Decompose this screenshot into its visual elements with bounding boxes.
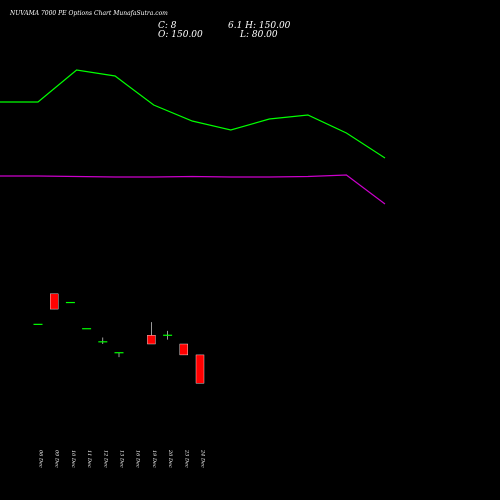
- x-tick-label: 12 Dec: [102, 450, 108, 468]
- candle-body: [195, 354, 205, 384]
- x-tick-label: 06 Dec: [38, 450, 44, 468]
- x-tick-label: 20 Dec: [167, 449, 173, 468]
- candle-5: [114, 352, 124, 358]
- purple-indicator-line: [0, 174, 386, 205]
- close-readout: C: 8: [158, 21, 177, 31]
- x-tick-label: 24 Dec: [200, 449, 206, 468]
- indicator-lines: [0, 69, 386, 205]
- candle-1: [50, 293, 59, 310]
- candle-9: [179, 343, 189, 356]
- candle-body: [50, 293, 59, 310]
- open-readout: O: 150.00: [158, 30, 203, 40]
- candle-4: [98, 337, 108, 344]
- x-tick-label: 23 Dec: [183, 449, 189, 468]
- x-tick-label: 09 Dec: [54, 450, 60, 468]
- x-tick-label: 10 Dec: [70, 450, 76, 468]
- x-tick-label: 13 Dec: [119, 450, 125, 468]
- x-tick-label: 11 Dec: [86, 450, 92, 468]
- candle-body: [147, 335, 156, 345]
- candle-body: [179, 343, 189, 356]
- low-readout: L: 80.00: [239, 30, 278, 40]
- candle-7: [147, 322, 156, 345]
- candle-8: [163, 330, 173, 340]
- x-tick-label: 16 Dec: [135, 450, 141, 468]
- x-tick-label: 19 Dec: [151, 450, 157, 468]
- candle-10: [195, 354, 205, 384]
- high-readout: 6.1 H: 150.00: [228, 21, 291, 31]
- x-axis-labels: 06 Dec 09 Dec 10 Dec 11 Dec 12 Dec 13 Dec 16 D…: [38, 449, 206, 468]
- green-indicator-line: [0, 69, 386, 159]
- chart-title: NUVAMA 7000 PE Options Chart MunafaSutra…: [9, 10, 168, 17]
- candles: [33, 293, 205, 384]
